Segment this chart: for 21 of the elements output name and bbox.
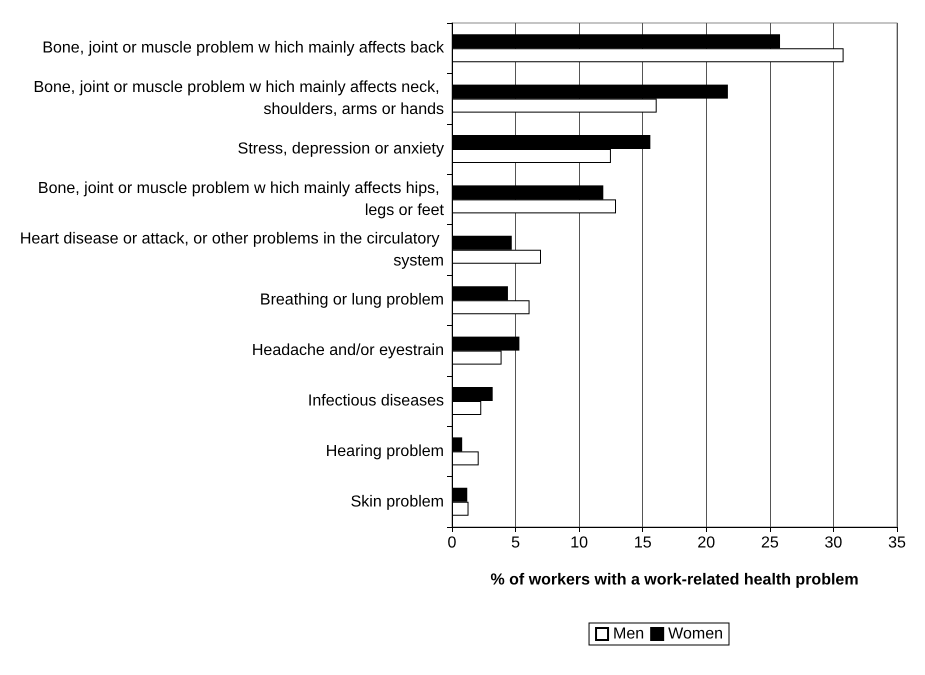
y-tick-label: Bone, joint or muscle problem w hich mainly affects hips, legs or feet — [38, 180, 445, 219]
x-axis-title: % of workers with a work-related health problem — [490, 572, 859, 588]
x-tick-label: 0 — [448, 534, 457, 552]
x-tick-label: 20 — [697, 534, 716, 552]
y-tick-label: Heart disease or attack, or other problems in the circulatory system — [20, 230, 444, 270]
x-tick-label: 35 — [888, 534, 906, 552]
y-tick-label: Bone, joint or muscle problem w hich mainly affects back — [42, 40, 445, 57]
x-tick-label: 30 — [824, 534, 842, 552]
y-tick-label: Hearing problem — [326, 442, 444, 460]
legend-label: Men — [613, 626, 644, 642]
x-tick-label: 5 — [511, 534, 520, 552]
x-tick-label: 15 — [634, 534, 652, 552]
y-tick-label: Skin problem — [350, 493, 444, 510]
legend-label: Women — [668, 626, 724, 642]
y-tick-label: Stress, depression or anxiety — [238, 140, 444, 158]
y-tick-label: Infectious diseases — [308, 392, 444, 410]
y-tick-label: Headache and/or eyestrain — [252, 342, 444, 360]
x-tick-label: 25 — [760, 534, 779, 552]
y-tick-label: Bone, joint or muscle problem w hich mainly affects neck, shoulders, arms or hands — [33, 79, 444, 118]
x-tick-label: 10 — [570, 534, 588, 552]
y-tick-label: Breathing or lung problem — [260, 292, 444, 309]
